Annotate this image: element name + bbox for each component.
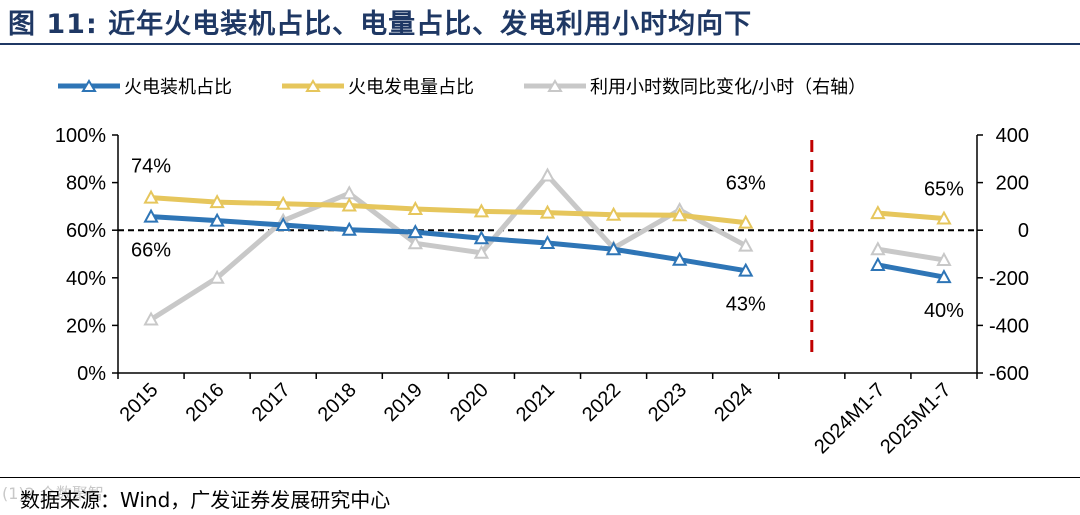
x-tick-label: 2016: [182, 379, 229, 426]
annotations: 74% 66% 63% 43% 65% 40%: [131, 156, 964, 322]
series-point-capacity: [738, 262, 754, 277]
series-point-generation: [143, 189, 159, 204]
series-point-generation: [341, 197, 357, 212]
series-point-capacity: [341, 221, 357, 236]
x-tick-label: 2018: [314, 379, 361, 426]
series-point-generation: [671, 207, 688, 222]
right-tick-label: 0: [1018, 220, 1029, 242]
series-point-hours: [870, 241, 886, 256]
x-tick-label: 2017: [248, 379, 295, 426]
x-tick-label: 2015: [116, 379, 163, 426]
series-line-hours: [149, 172, 747, 322]
x-tick-label: 2022: [578, 379, 625, 426]
x-tick-label: 2024: [710, 379, 757, 426]
series-hours: [143, 167, 952, 326]
series-point-capacity: [275, 216, 291, 231]
series-point-hours: [473, 244, 490, 259]
annotation-label-2024-capacity: 43%: [726, 294, 766, 316]
series-generation: [143, 189, 952, 229]
series-layer: [143, 167, 952, 326]
series-point-capacity: [473, 230, 490, 245]
annotation-label-2015-generation: 74%: [131, 156, 171, 178]
axes: 0% 20% 40% 60% 80% 100% -600 -400 -200 0 200 400 2…: [55, 125, 1029, 458]
series-point-capacity: [870, 256, 886, 271]
title-rule: [0, 43, 1080, 45]
left-tick-label: 80%: [66, 173, 106, 195]
left-tick-label: 40%: [66, 268, 106, 290]
right-tick-label: -400: [989, 315, 1029, 337]
legend-marker-generation: [305, 79, 321, 92]
series-capacity: [143, 208, 952, 284]
series-point-generation: [407, 200, 424, 216]
series-point-capacity: [936, 268, 952, 284]
legend-marker-capacity: [81, 79, 97, 92]
series-line-generation: [150, 195, 747, 226]
x-tick-label: 2021: [512, 379, 559, 426]
series-point-generation: [738, 214, 754, 229]
left-axis-ticks: 0% 20% 40% 60% 80% 100%: [55, 125, 118, 385]
x-axis-ticks: 2015 2016 2017 2018 2019 2020 2021 2022 2023 2024…: [116, 373, 978, 458]
annotation-label-2024-generation: 63%: [726, 173, 766, 195]
left-tick-label: 60%: [66, 220, 106, 242]
series-point-capacity: [605, 241, 622, 256]
right-axis-ticks: -600 -400 -200 0 200 400: [977, 125, 1029, 385]
series-point-generation: [209, 194, 225, 209]
x-tick-label: 2019: [380, 379, 427, 426]
left-tick-label: 20%: [66, 315, 106, 337]
legend-item-capacity[interactable]: 火电装机占比: [58, 77, 232, 98]
series-point-capacity: [209, 212, 225, 227]
series-line-capacity: [877, 262, 945, 280]
legend: 火电装机占比 火电发电量占比 利用小时数同比变化/小时（右轴）: [58, 77, 866, 98]
legend-label-hours: 利用小时数同比变化/小时（右轴）: [590, 77, 866, 98]
series-point-generation: [539, 204, 556, 219]
annotation-label-2025m-generation: 65%: [924, 179, 964, 201]
series-point-generation: [870, 204, 886, 220]
series-point-hours: [738, 237, 754, 252]
series-point-capacity: [671, 251, 688, 266]
left-tick-label: 100%: [55, 125, 106, 147]
series-point-hours: [936, 251, 952, 266]
right-tick-label: -200: [989, 268, 1029, 290]
series-line-hours: [877, 246, 945, 263]
right-tick-label: 400: [996, 125, 1029, 147]
left-tick-label: 0%: [77, 363, 106, 385]
series-point-generation: [936, 210, 952, 225]
right-tick-label: 200: [996, 173, 1029, 195]
series-point-generation: [605, 206, 622, 221]
series-point-generation: [275, 195, 291, 210]
legend-item-generation[interactable]: 火电发电量占比: [282, 77, 474, 98]
page-title: 图 11: 近年火电装机占比、电量占比、发电利用小时均向下: [8, 9, 753, 40]
x-tick-label: 2024M1-7: [810, 379, 889, 458]
series-point-hours: [143, 311, 159, 326]
legend-label-capacity: 火电装机占比: [124, 77, 232, 98]
watermark: (1)2 众数聚智: [2, 484, 104, 503]
series-point-capacity: [539, 234, 556, 250]
legend-item-hours[interactable]: 利用小时数同比变化/小时（右轴）: [524, 77, 866, 98]
series-line-generation: [877, 210, 945, 222]
series-point-hours: [407, 235, 424, 250]
annotation-label-2025m-capacity: 40%: [924, 300, 964, 322]
right-tick-label: -600: [989, 363, 1029, 385]
x-tick-label: 2025M1-7: [876, 379, 955, 458]
annotation-label-2015-capacity: 66%: [131, 240, 171, 262]
source-note: 数据来源：Wind，广发证券发展研究中心: [20, 488, 391, 512]
series-point-hours: [539, 167, 556, 182]
series-point-hours: [209, 269, 225, 284]
series-point-generation: [473, 203, 490, 218]
series-point-capacity: [407, 224, 424, 239]
x-tick-label: 2020: [446, 379, 493, 426]
legend-marker-hours: [547, 79, 563, 92]
footer-rule: [0, 477, 1080, 478]
legend-label-generation: 火电发电量占比: [348, 77, 474, 98]
chart: 火电装机占比 火电发电量占比 利用小时数同比变化/小时（右轴） 0% 20% 40%…: [55, 77, 1029, 458]
series-point-capacity: [143, 208, 159, 223]
series-line-capacity: [150, 214, 747, 274]
x-tick-label: 2023: [644, 379, 691, 426]
